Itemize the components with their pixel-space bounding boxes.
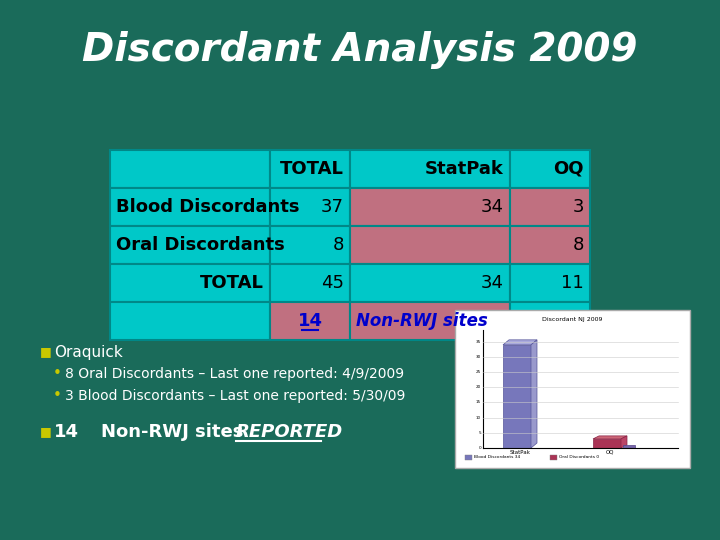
Text: Discordant NJ 2009: Discordant NJ 2009	[542, 318, 603, 322]
Bar	[110, 264, 270, 302]
Text: Blood Discordants: Blood Discordants	[116, 198, 300, 216]
Text: Non-RWJ sites: Non-RWJ sites	[76, 423, 250, 441]
Bar	[110, 226, 270, 264]
Text: 45: 45	[321, 274, 344, 292]
Text: 20: 20	[476, 386, 481, 389]
Bar	[350, 150, 510, 188]
Text: 25: 25	[476, 370, 481, 374]
Text: 10: 10	[476, 416, 481, 420]
Text: 14: 14	[54, 423, 79, 441]
Bar	[350, 188, 510, 226]
Bar	[270, 226, 350, 264]
Polygon shape	[531, 340, 537, 448]
Bar	[455, 310, 690, 468]
Text: 11: 11	[562, 274, 584, 292]
Bar	[510, 226, 590, 264]
Text: OQ: OQ	[554, 160, 584, 178]
Bar	[510, 264, 590, 302]
Text: 8 Oral Discordants – Last one reported: 4/9/2009: 8 Oral Discordants – Last one reported: …	[65, 367, 404, 381]
Text: 3: 3	[572, 198, 584, 216]
Text: 5: 5	[478, 431, 481, 435]
Text: •: •	[53, 388, 62, 403]
Bar	[350, 264, 510, 302]
Bar	[110, 188, 270, 226]
Text: Blood Discordants 34: Blood Discordants 34	[474, 456, 521, 460]
Bar	[503, 345, 531, 448]
Bar	[270, 264, 350, 302]
Text: TOTAL: TOTAL	[280, 160, 344, 178]
Text: ■: ■	[40, 346, 52, 359]
Bar	[550, 455, 557, 460]
Text: 0: 0	[478, 446, 481, 450]
Text: Oraquick: Oraquick	[54, 345, 122, 360]
Text: 8: 8	[333, 236, 344, 254]
Bar	[510, 188, 590, 226]
Text: REPORTED: REPORTED	[236, 423, 343, 441]
Text: 8: 8	[572, 236, 584, 254]
Text: 37: 37	[321, 198, 344, 216]
Text: 35: 35	[476, 340, 481, 344]
Text: StatPak: StatPak	[510, 450, 531, 455]
Polygon shape	[503, 340, 537, 345]
Bar	[593, 439, 621, 448]
Bar	[465, 455, 472, 460]
Text: ■: ■	[40, 426, 52, 438]
Text: OQ: OQ	[606, 450, 614, 455]
Text: Non-RWJ sites: Non-RWJ sites	[356, 312, 487, 330]
Text: 3 Blood Discordants – Last one reported: 5/30/09: 3 Blood Discordants – Last one reported:…	[65, 389, 405, 403]
Text: TOTAL: TOTAL	[200, 274, 264, 292]
Text: 15: 15	[476, 401, 481, 404]
Bar	[270, 302, 350, 340]
Bar	[110, 302, 270, 340]
Text: •: •	[53, 367, 62, 381]
Text: StatPak: StatPak	[425, 160, 504, 178]
Bar	[510, 150, 590, 188]
Bar	[350, 302, 510, 340]
Bar	[350, 226, 510, 264]
Text: 30: 30	[476, 355, 481, 359]
Text: Discordant Analysis 2009: Discordant Analysis 2009	[82, 31, 638, 69]
Text: Oral Discordants: Oral Discordants	[116, 236, 284, 254]
Text: 34: 34	[481, 198, 504, 216]
Bar	[270, 188, 350, 226]
Bar	[270, 150, 350, 188]
Bar	[510, 302, 590, 340]
Text: 34: 34	[481, 274, 504, 292]
Text: Oral Discordants 0: Oral Discordants 0	[559, 456, 599, 460]
Bar	[110, 150, 270, 188]
Text: 14: 14	[297, 312, 323, 330]
Bar	[623, 445, 635, 448]
Polygon shape	[621, 436, 627, 448]
Polygon shape	[593, 436, 627, 439]
